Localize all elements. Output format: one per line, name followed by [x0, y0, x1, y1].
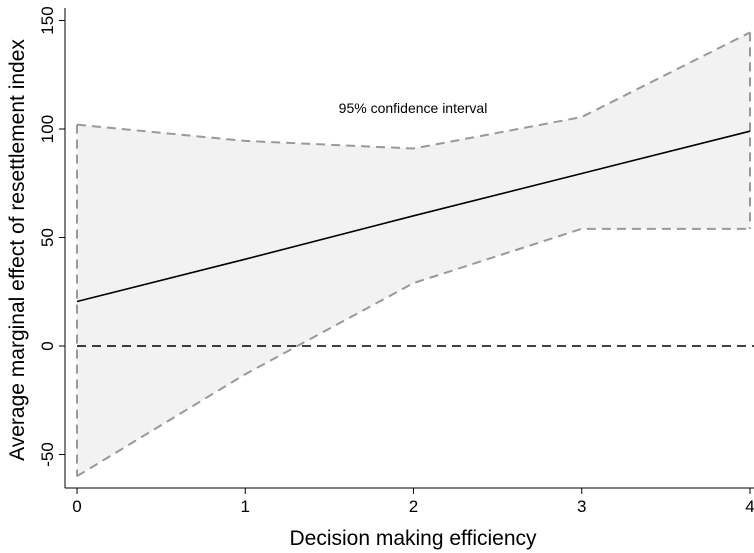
plot-area — [76, 31, 754, 478]
y-tick-label: 150 — [38, 6, 57, 34]
annotation-label: 95% confidence interval — [339, 100, 488, 116]
x-axis-title: Decision making efficiency — [289, 527, 537, 550]
x-tick-label: 4 — [745, 497, 754, 516]
y-tick-label: 50 — [38, 228, 57, 247]
upper-ci-line — [76, 31, 751, 150]
y-axis-title: Average marginal effect of resettlement … — [6, 39, 29, 461]
y-tick-label: 0 — [38, 341, 57, 350]
x-tick-label: 0 — [72, 497, 81, 516]
y-tick-label: -50 — [38, 442, 57, 467]
confidence-band — [77, 32, 750, 477]
y-tick-label: 100 — [38, 115, 57, 143]
x-tick-label: 1 — [241, 497, 250, 516]
marginal-effect-line — [76, 130, 751, 303]
lower-ci-line — [76, 227, 750, 478]
axes: 0 1 2 3 4 -50 0 50 100 150 — [38, 6, 754, 516]
x-tick-label: 3 — [577, 497, 586, 516]
x-tick-label: 2 — [409, 497, 418, 516]
